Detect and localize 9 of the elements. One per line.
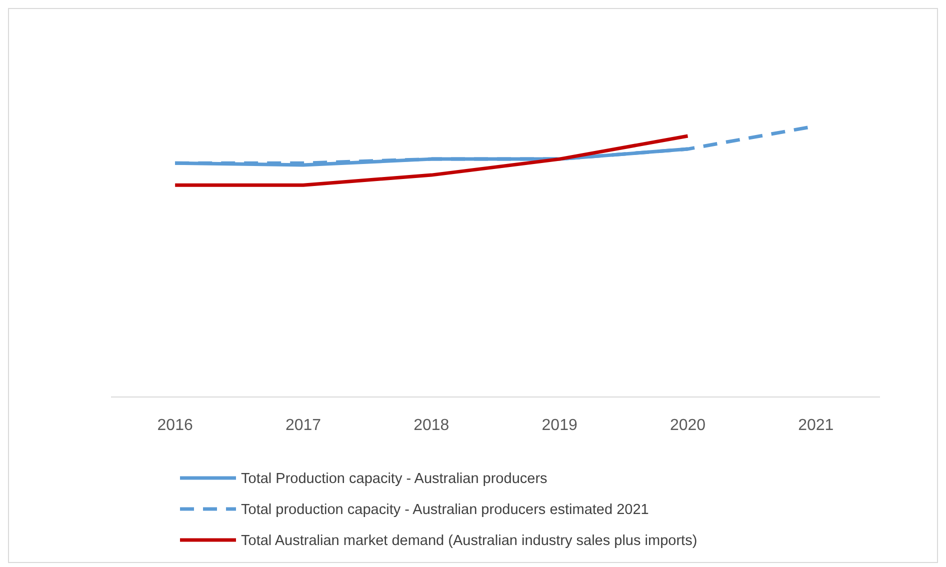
x-tick-label: 2017	[285, 417, 322, 434]
x-tick-label: 2016	[157, 417, 193, 434]
legend-label: Total production capacity - Australian producers estimated 2021	[241, 502, 649, 518]
legend-label: Total Production capacity - Australian producers	[241, 471, 548, 487]
x-tick-label: 2019	[542, 417, 578, 434]
x-tick-label: 2018	[414, 417, 450, 434]
legend-label: Total Australian market demand (Australian industry sales plus imports)	[241, 533, 698, 549]
x-tick-label: 2020	[670, 417, 706, 434]
x-tick-label: 2021	[798, 417, 834, 434]
